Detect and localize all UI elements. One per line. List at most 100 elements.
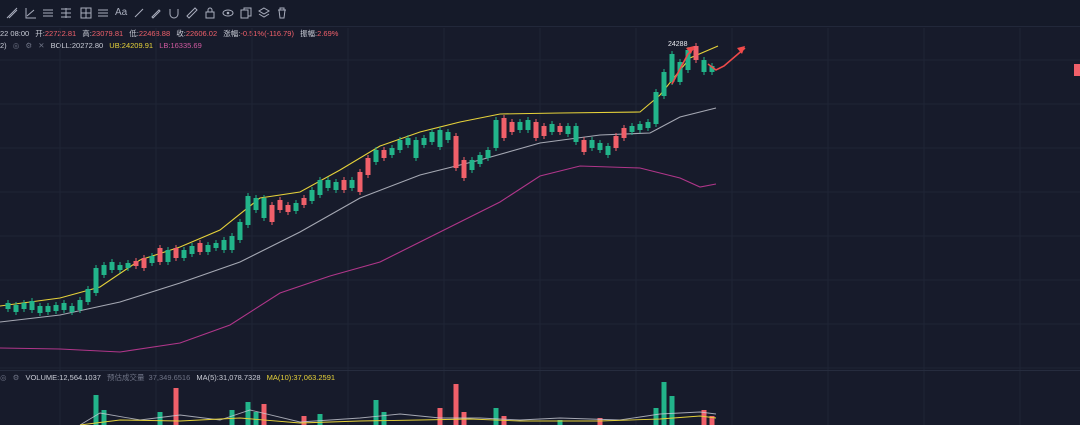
close-value: 22606.02 (185, 29, 218, 38)
layers-icon[interactable] (258, 7, 270, 19)
candle (253, 198, 259, 210)
change-label: 涨幅: (223, 29, 241, 38)
candle (677, 62, 683, 82)
eye-icon[interactable]: ◎ (12, 41, 20, 50)
volume-bar (253, 412, 259, 425)
candle (525, 120, 531, 130)
change-value: -0.51%(-116.79) (240, 29, 294, 38)
candle (213, 243, 219, 248)
trash-icon[interactable] (276, 7, 288, 19)
candle (29, 301, 35, 310)
grid-icon[interactable] (80, 7, 92, 19)
candle (589, 140, 595, 148)
candle (229, 236, 235, 250)
ruler-icon[interactable] (186, 7, 198, 19)
candle (109, 262, 115, 270)
menu-icon[interactable] (97, 7, 109, 19)
candle (13, 305, 19, 312)
volume-bar (373, 400, 379, 425)
candle (453, 136, 459, 168)
volume-bar (661, 382, 667, 425)
candle (437, 130, 443, 147)
candle (141, 258, 147, 268)
menu-icon[interactable] (42, 7, 54, 19)
drawing-toolbar: Aa (0, 0, 1080, 27)
close-icon[interactable]: ✕ (38, 41, 45, 50)
copy-icon[interactable] (240, 7, 252, 19)
low-label: 低: (129, 29, 139, 38)
candle (125, 263, 131, 268)
boll-prefix: 2) (0, 41, 7, 50)
amplitude-label: 振幅: (300, 29, 318, 38)
brush-icon[interactable] (133, 7, 145, 19)
candle (285, 205, 291, 212)
candle (405, 138, 411, 145)
arrow-head (737, 46, 745, 54)
arrow-head (686, 46, 694, 54)
ma10-label: MA(10): (266, 373, 294, 382)
boll-upper-band (0, 45, 719, 307)
candle (469, 160, 475, 170)
candle (613, 136, 619, 148)
volume-label: VOLUME: (25, 373, 60, 382)
candle (429, 132, 435, 142)
candle (389, 148, 395, 155)
candle (381, 150, 387, 158)
candle (261, 198, 267, 218)
candle (93, 268, 99, 293)
gear-icon[interactable]: ⚙ (25, 41, 33, 50)
candle (693, 46, 699, 60)
candle (77, 300, 83, 310)
lb-value: 16335.69 (170, 41, 202, 50)
volume-bar (709, 416, 715, 425)
volume-bar (669, 396, 675, 425)
candle (5, 303, 11, 309)
candle (181, 250, 187, 258)
text-tool[interactable]: Aa (115, 7, 128, 18)
candle (149, 256, 155, 263)
magnet-icon[interactable] (168, 7, 180, 19)
ma5-value: 31,078.7328 (218, 373, 261, 382)
candle (661, 72, 667, 96)
candle (645, 122, 651, 128)
volume-bar (157, 412, 163, 425)
volume-bar (653, 408, 659, 425)
lock-icon[interactable] (204, 7, 216, 19)
candle (45, 306, 51, 312)
candle (373, 150, 379, 162)
eye-icon[interactable]: ◎ (0, 373, 7, 382)
volume-bar (493, 408, 499, 425)
lb-label: LB: (159, 41, 171, 50)
candle (581, 140, 587, 152)
candle (133, 261, 139, 266)
candle (205, 245, 211, 252)
candle (669, 54, 675, 82)
volume-pane-divider[interactable] (0, 370, 1080, 371)
boll-legend: 2) ◎ ⚙ ✕ BOLL:20272.80 UB:24209.91 LB:16… (0, 40, 202, 52)
lines-icon[interactable] (6, 7, 18, 19)
candle (413, 140, 419, 158)
high-value: 23079.81 (91, 29, 124, 38)
candle (461, 160, 467, 178)
candle (221, 240, 227, 250)
volume-value: 12,564.1037 (59, 373, 101, 382)
pencil-icon[interactable] (150, 7, 162, 19)
drawn-arrow (707, 47, 746, 71)
candle (637, 124, 643, 130)
candle (621, 128, 627, 138)
pitchfork-icon[interactable] (60, 7, 72, 19)
candle (157, 248, 163, 262)
eye-icon[interactable] (222, 7, 234, 19)
trend-icon[interactable] (25, 7, 37, 19)
candle (21, 303, 27, 309)
candle (69, 306, 75, 312)
candle (517, 122, 523, 130)
volume-ma5-line (79, 409, 717, 425)
boll-mid-value: 20272.80 (71, 41, 104, 50)
volume-bar (101, 410, 107, 425)
candle (237, 222, 243, 240)
candle (397, 140, 403, 150)
gear-icon[interactable]: ⚙ (12, 373, 20, 382)
volume-bar (301, 416, 307, 425)
